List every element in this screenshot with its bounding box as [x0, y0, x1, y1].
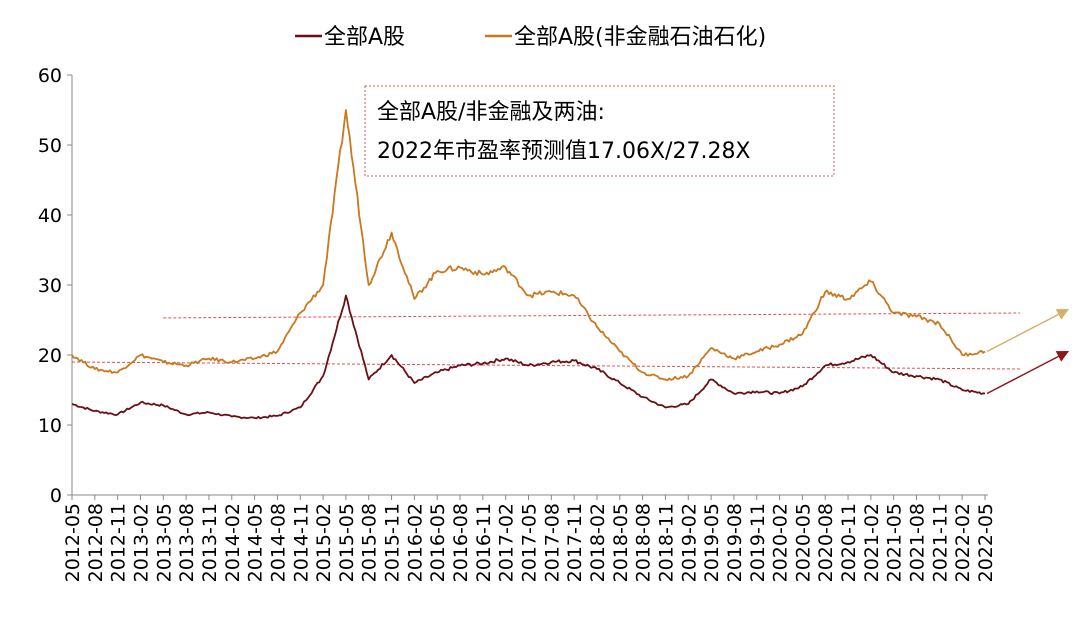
x-tick-label: 2019-05	[701, 503, 723, 582]
trend-arrows	[986, 308, 1070, 395]
annotation-line-1: 全部A股/非金融及两油:	[377, 100, 605, 125]
x-tick-label: 2013-11	[199, 503, 221, 582]
x-tick-label: 2015-05	[336, 503, 358, 582]
x-tick-label: 2017-05	[519, 503, 541, 582]
y-tick-label: 0	[50, 485, 62, 507]
y-ticks: 0 10 20 30 40 50 60	[38, 65, 72, 507]
x-tick-label: 2020-11	[838, 503, 860, 582]
x-tick-label: 2015-11	[382, 503, 404, 582]
x-tick-label: 2021-11	[929, 503, 951, 582]
x-tick-label: 2021-08	[907, 503, 929, 582]
x-tick-label: 2019-11	[747, 503, 769, 582]
y-tick-label: 50	[38, 135, 62, 157]
x-tick-label: 2020-05	[792, 503, 814, 582]
x-tick-label: 2022-02	[952, 503, 974, 582]
series-line-1	[71, 109, 986, 382]
annotation-box: 全部A股/非金融及两油: 2022年市盈率预测值17.06X/27.28X	[364, 85, 835, 177]
trend-arrow	[986, 308, 1070, 353]
x-tick-label: 2016-02	[404, 503, 426, 582]
x-tick-label: 2012-05	[62, 503, 84, 582]
x-tick-label: 2020-08	[815, 503, 837, 582]
x-tick-label: 2014-02	[222, 503, 244, 582]
x-tick-label: 2016-11	[473, 503, 495, 582]
annotation-line-2: 2022年市盈率预测值17.06X/27.28X	[377, 139, 751, 164]
reference-lines	[71, 312, 1021, 370]
x-tick-label: 2021-05	[884, 503, 906, 582]
y-tick-label: 20	[38, 345, 62, 367]
reference-line	[163, 312, 1021, 319]
series-lines	[71, 109, 986, 420]
x-tick-label: 2013-02	[130, 503, 152, 582]
x-ticks: 2012-05 2012-08 2012-11 2013-02 2013-05 2013-…	[62, 495, 997, 582]
y-tick-label: 40	[38, 205, 62, 227]
x-tick-label: 2019-02	[678, 503, 700, 582]
x-tick-label: 2013-08	[176, 503, 198, 582]
annotation-border	[364, 85, 835, 177]
x-tick-label: 2018-05	[610, 503, 632, 582]
legend: 全部A股 全部A股(非金融石油石化)	[295, 25, 766, 50]
x-tick-label: 2014-08	[267, 503, 289, 582]
x-tick-label: 2020-02	[770, 503, 792, 582]
x-tick-label: 2012-11	[108, 503, 130, 582]
x-tick-label: 2018-08	[633, 503, 655, 582]
x-tick-label: 2014-11	[290, 503, 312, 582]
y-tick-label: 60	[38, 65, 62, 87]
x-tick-label: 2016-05	[427, 503, 449, 582]
x-tick-label: 2021-02	[861, 503, 883, 582]
y-tick-label: 10	[38, 415, 62, 437]
legend-label-all-a: 全部A股	[324, 25, 405, 50]
x-tick-label: 2019-08	[724, 503, 746, 582]
x-tick-label: 2016-08	[450, 503, 472, 582]
series-line-0	[71, 294, 986, 420]
y-tick-label: 30	[38, 275, 62, 297]
x-tick-label: 2017-11	[564, 503, 586, 582]
x-tick-label: 2013-05	[153, 503, 175, 582]
x-tick-label: 2015-02	[313, 503, 335, 582]
x-tick-label: 2012-08	[85, 503, 107, 582]
x-tick-label: 2015-08	[359, 503, 381, 582]
x-tick-label: 2018-11	[655, 503, 677, 582]
legend-label-ex-fin: 全部A股(非金融石油石化)	[514, 25, 766, 50]
x-tick-label: 2014-05	[245, 503, 267, 582]
x-tick-label: 2017-08	[541, 503, 563, 582]
x-tick-label: 2017-02	[496, 503, 518, 582]
x-tick-label: 2018-02	[587, 503, 609, 582]
reference-line	[71, 361, 1021, 370]
trend-arrow	[986, 350, 1070, 395]
x-tick-label: 2022-05	[975, 503, 997, 582]
